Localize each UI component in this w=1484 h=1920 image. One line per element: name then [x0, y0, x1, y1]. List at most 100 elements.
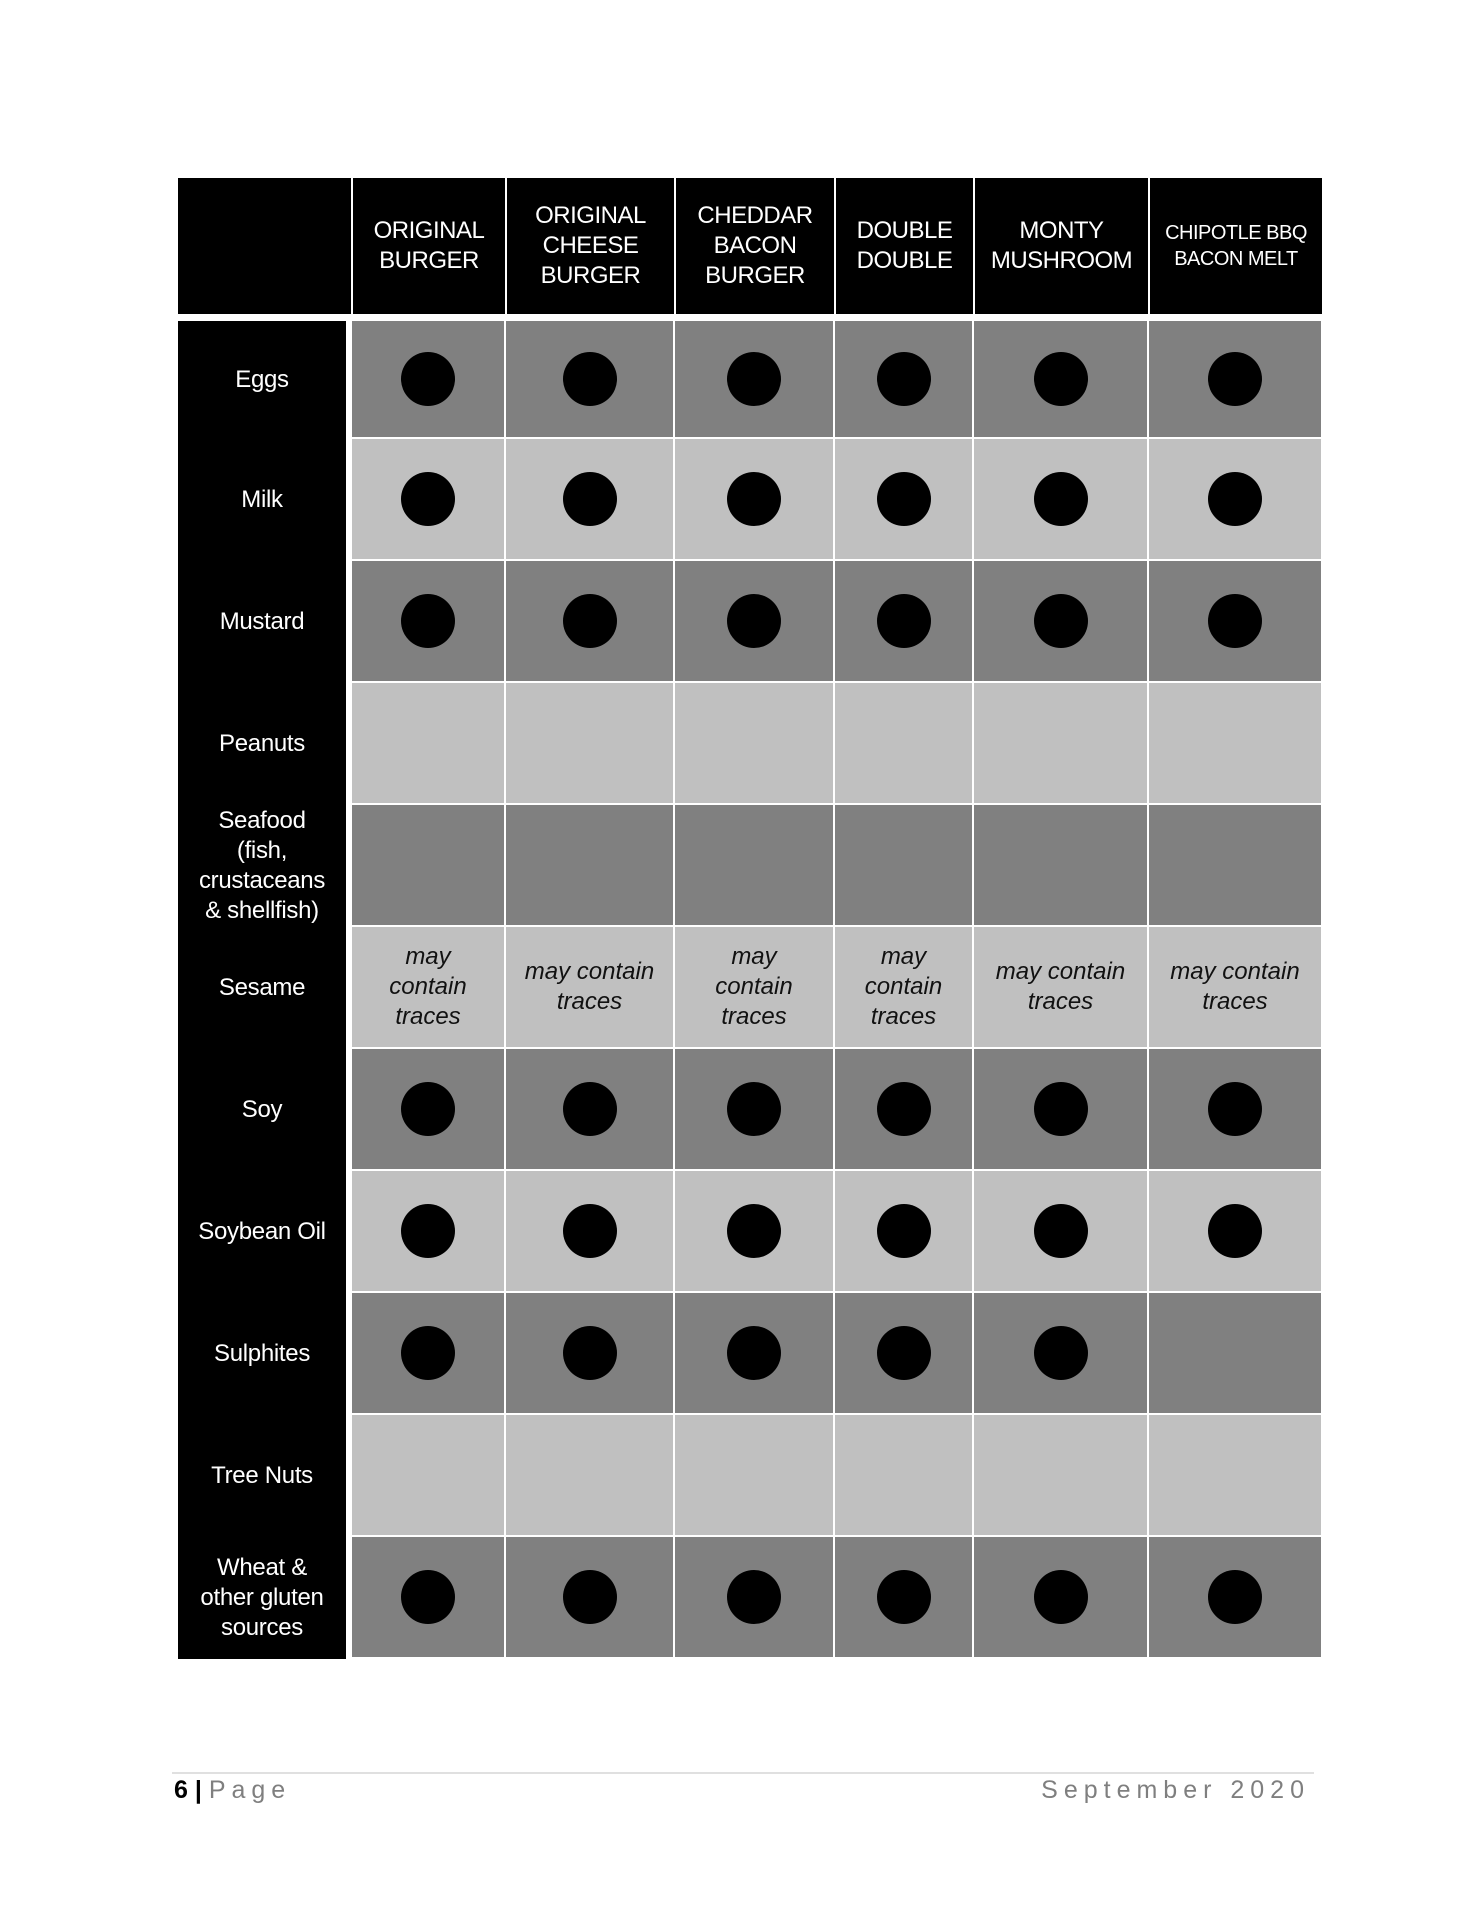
column-header: ORIGINAL BURGER	[353, 178, 505, 314]
table-cell	[675, 1171, 833, 1293]
table-cell	[675, 321, 833, 439]
table-cell	[974, 1293, 1147, 1415]
page-word: Page	[208, 1776, 292, 1804]
table-cell	[352, 1171, 504, 1293]
table-cell: may contain traces	[974, 927, 1147, 1049]
page-number: 6 | Page	[174, 1776, 291, 1805]
allergen-dot-icon	[562, 594, 617, 648]
table-cell	[835, 561, 972, 683]
allergen-dot-icon	[1208, 594, 1262, 648]
allergen-dot-icon	[876, 1204, 931, 1258]
table-cell	[974, 321, 1147, 439]
table-cell	[675, 1537, 833, 1659]
table-cell	[835, 805, 972, 927]
allergen-dot-icon	[1033, 1082, 1088, 1136]
table-cell	[974, 1171, 1147, 1293]
row-label: Sesame	[178, 927, 346, 1049]
table-cell: may contain traces	[675, 927, 833, 1049]
table-cell	[1149, 439, 1321, 561]
allergen-dot-icon	[562, 1082, 617, 1136]
allergen-dot-icon	[401, 594, 455, 648]
table-cell	[352, 561, 504, 683]
allergen-dot-icon	[562, 1570, 617, 1624]
table-cell	[506, 561, 673, 683]
table-cell	[506, 1171, 673, 1293]
allergen-dot-icon	[876, 1082, 931, 1136]
allergen-dot-icon	[1033, 1570, 1088, 1624]
allergen-dot-icon	[401, 352, 455, 406]
allergen-dot-icon	[1208, 1570, 1262, 1624]
table-cell	[506, 1415, 673, 1537]
table-cell	[675, 805, 833, 927]
table-cell	[974, 805, 1147, 927]
row-label: Milk	[178, 439, 346, 561]
table-cell	[675, 439, 833, 561]
row-label: Tree Nuts	[178, 1415, 346, 1537]
table-cell	[1149, 1171, 1321, 1293]
table-cell	[1149, 1537, 1321, 1659]
table-cell	[835, 683, 972, 805]
cell-note: may contain traces	[524, 958, 655, 1015]
table-cell	[974, 1415, 1147, 1537]
footer-date: September 2020	[1041, 1776, 1310, 1804]
table-cell	[352, 1537, 504, 1659]
table-cell	[1149, 1293, 1321, 1415]
cell-note: may contain traces	[1170, 958, 1300, 1015]
table-cell	[506, 1049, 673, 1171]
allergen-dot-icon	[1033, 1204, 1088, 1258]
table-cell	[835, 321, 972, 439]
table-cell	[352, 805, 504, 927]
cell-note: may contain traces	[715, 943, 793, 1030]
table-cell	[675, 1049, 833, 1171]
allergen-dot-icon	[401, 1082, 455, 1136]
table-cell	[675, 1293, 833, 1415]
table-cell	[974, 683, 1147, 805]
allergen-dot-icon	[876, 594, 931, 648]
row-label: Peanuts	[178, 683, 346, 805]
table-cell	[974, 561, 1147, 683]
table-cell	[352, 683, 504, 805]
table-cell	[835, 1537, 972, 1659]
allergen-dot-icon	[401, 1326, 455, 1380]
allergen-dot-icon	[1033, 472, 1088, 526]
column-header: CHIPOTLE BBQ BACON MELT	[1150, 178, 1322, 314]
row-label: Seafood (fish, crustaceans & shellfish)	[178, 805, 346, 927]
table-cell	[506, 1537, 673, 1659]
allergen-dot-icon	[1208, 352, 1262, 406]
row-label: Soybean Oil	[178, 1171, 346, 1293]
table-cell	[352, 439, 504, 561]
allergen-dot-icon	[401, 472, 455, 526]
table-cell	[352, 321, 504, 439]
table-cell	[835, 439, 972, 561]
table-cell	[675, 561, 833, 683]
table-cell	[835, 1049, 972, 1171]
table-cell	[506, 683, 673, 805]
allergen-dot-icon	[1033, 352, 1088, 406]
table-cell	[506, 1293, 673, 1415]
table-header-row: ORIGINAL BURGER ORIGINAL CHEESE BURGER CHE…	[178, 178, 1322, 314]
allergen-dot-icon	[727, 1082, 781, 1136]
column-header: CHEDDAR BACON BURGER	[676, 178, 834, 314]
row-label: Mustard	[178, 561, 346, 683]
cell-note: may contain traces	[389, 943, 467, 1030]
allergen-table: ORIGINAL BURGER ORIGINAL CHEESE BURGER CHE…	[178, 178, 1322, 1659]
table-cell: may contain traces	[352, 927, 504, 1049]
allergen-dot-icon	[876, 352, 931, 406]
table-cell	[1149, 321, 1321, 439]
cell-note: may contain traces	[995, 958, 1126, 1015]
column-header: MONTY MUSHROOM	[975, 178, 1148, 314]
table-cell	[1149, 683, 1321, 805]
table-body: Eggs Milk Mustard Peanuts Seafood (fish, cru…	[178, 321, 1321, 1659]
allergen-dot-icon	[562, 1326, 617, 1380]
row-label: Eggs	[178, 321, 346, 439]
table-cell	[835, 1293, 972, 1415]
allergen-dot-icon	[1033, 594, 1088, 648]
table-cell	[1149, 805, 1321, 927]
allergen-dot-icon	[401, 1204, 455, 1258]
allergen-dot-icon	[727, 1326, 781, 1380]
table-cell	[974, 1537, 1147, 1659]
allergen-dot-icon	[876, 1326, 931, 1380]
table-cell	[352, 1049, 504, 1171]
allergen-dot-icon	[876, 472, 931, 526]
table-cell	[835, 1171, 972, 1293]
